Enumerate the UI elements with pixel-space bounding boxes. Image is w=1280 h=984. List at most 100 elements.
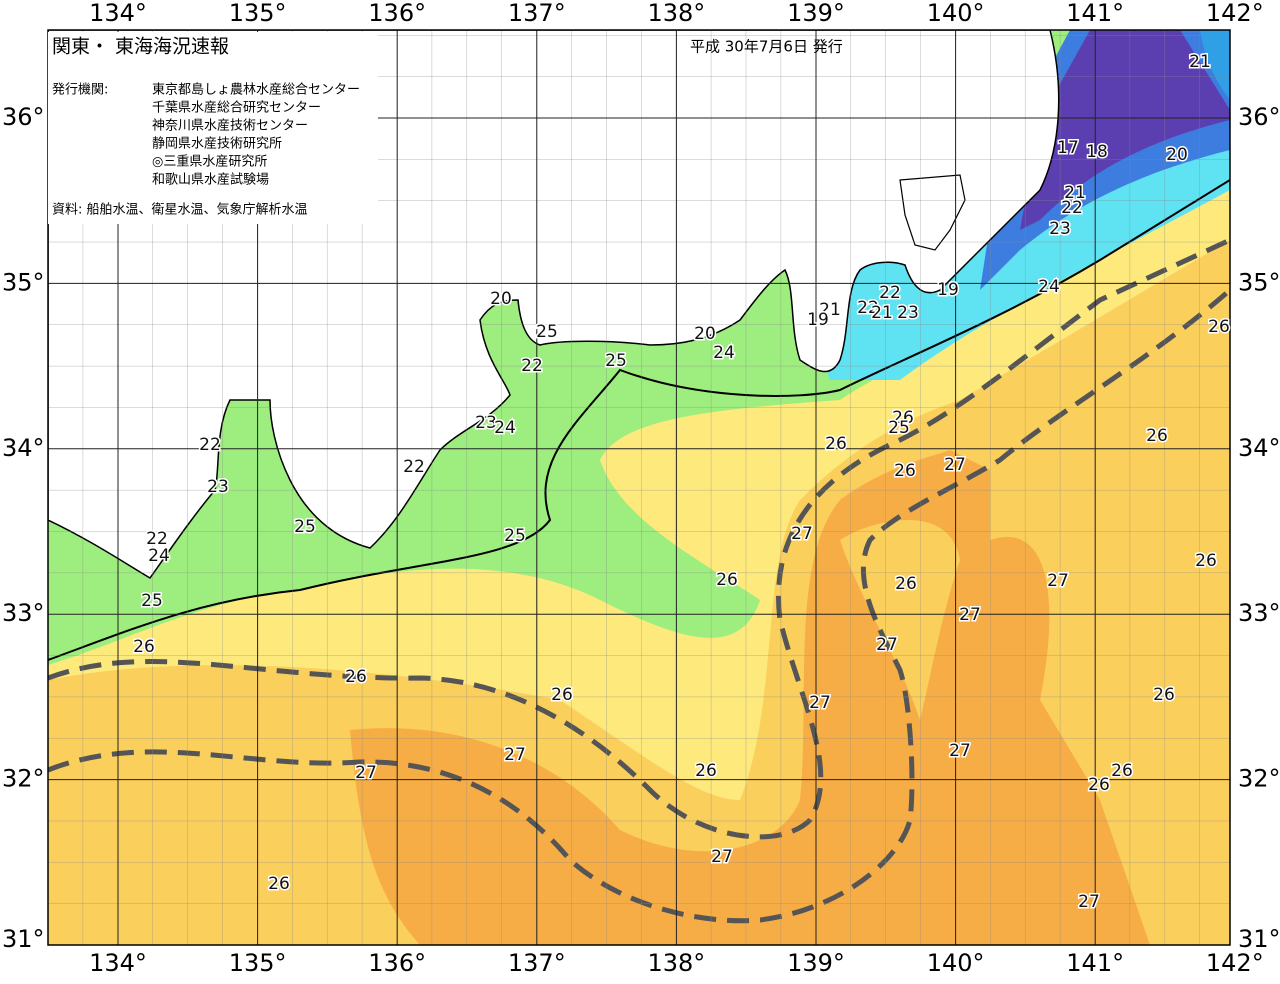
boso-peninsula [899,174,966,251]
lon-tick-label: 139° [787,0,845,27]
contour-label: 24 [1038,277,1060,297]
contour-label: 22 [146,529,168,549]
contour-label: 26 [1146,426,1168,446]
contour-label: 22 [1061,198,1083,218]
lon-tick-label: 140° [927,0,985,27]
header-panel [48,32,378,224]
contour-label: 21 [819,300,841,320]
lon-tick-label: 136° [368,949,426,977]
issue-date: 平成 30年7月6日 発行 [690,38,843,56]
contour-label: 27 [876,635,898,655]
contour-label: 27 [355,763,377,783]
contour-label: 23 [1049,219,1071,239]
lat-tick-label: 35° [1238,268,1280,296]
lat-tick-label: 34° [1238,434,1280,462]
map-frame [47,29,1231,946]
contour-label: 27 [1078,892,1100,912]
contour-label: 27 [809,693,831,713]
contour-label: 26 [695,761,717,781]
lon-tick-label: 141° [1066,0,1124,27]
data-source: 資料: 船舶水温、衛星水温、気象庁解析水温 [52,202,308,218]
contour-label: 23 [897,303,919,323]
contour-label: 20 [1166,145,1188,165]
issuer: 静岡県水産技術研究所 [152,136,282,152]
lon-tick-label: 138° [647,0,705,27]
contour-label: 26 [133,637,155,657]
contour-label: 23 [207,477,229,497]
contour-label: 26 [894,461,916,481]
lon-tick-label: 134° [89,0,147,27]
lon-tick-label: 141° [1066,949,1124,977]
contour-label: 26 [895,574,917,594]
contour-label: 22 [199,435,221,455]
contour-label: 18 [1086,142,1108,162]
zone-20-21 [1200,30,1230,100]
lon-tick-label: 139° [787,949,845,977]
contour-label: 22 [857,298,879,318]
contour-label: 26 [551,685,573,705]
lon-tick-label: 137° [508,0,566,27]
kuroshio-outer-edge [48,288,1230,924]
issuer: 和歌山県水産試験場 [152,172,269,188]
contour-label: 27 [711,847,733,867]
lon-tick-label: 135° [229,0,287,27]
contour-label: 27 [959,605,981,625]
issuer: ◎三重県水産研究所 [152,154,267,170]
contour-label: 27 [504,745,526,765]
contour-label: 24 [148,546,170,566]
contour-label: 22 [403,457,425,477]
lat-tick-label: 36° [1238,103,1280,131]
contour-label: 22 [521,356,543,376]
issuer: 東京都島しょ農林水産総合センター [152,82,360,98]
contour-label: 26 [716,570,738,590]
contour-label: 25 [141,591,163,611]
contour-label: 21 [871,303,893,323]
contour-label: 27 [944,455,966,475]
contour-label: 19 [937,280,959,300]
contour-label: 25 [536,322,558,342]
lon-tick-label: 140° [927,949,985,977]
grid [48,30,1230,945]
contour-label: 24 [713,343,735,363]
contour-label: 25 [504,526,526,546]
issuer: 千葉県水産総合研究センター [152,100,321,116]
contour-label: 27 [1047,571,1069,591]
contour-label: 23 [475,413,497,433]
contour-label: 22 [879,283,901,303]
lat-tick-label: 33° [2,599,45,627]
lon-tick-label: 135° [229,949,287,977]
contour-label: 26 [1208,317,1230,337]
contour-label: 20 [694,324,716,344]
lat-tick-label: 35° [2,268,45,296]
contour-label: 26 [345,667,367,687]
contour-label: 27 [791,524,813,544]
contour-label: 17 [1057,138,1079,158]
lon-tick-label: 138° [647,949,705,977]
contour-label: 26 [1088,775,1110,795]
lat-tick-label: 31° [1238,925,1280,953]
lon-tick-label: 142° [1206,949,1264,977]
lat-tick-label: 34° [2,434,45,462]
contour-label: 25 [294,517,316,537]
contour-label: 26 [1111,761,1133,781]
contour-label: 21 [1189,52,1211,72]
contour-label: 25 [605,351,627,371]
contour-label: 20 [490,289,512,309]
lat-tick-label: 32° [1238,765,1280,793]
contour-label: 24 [494,418,516,438]
lon-tick-label: 134° [89,949,147,977]
lat-tick-label: 32° [2,765,45,793]
contour-label: 26 [1195,551,1217,571]
contour-label: 21 [1064,183,1086,203]
contour-label: 25 [888,418,910,438]
contour-label: 26 [1153,685,1175,705]
issuers-label: 発行機関: [52,83,108,98]
contour-label: 26 [825,434,847,454]
zone-26-27 [840,520,960,720]
contour-label: 19 [807,310,829,330]
lon-tick-label: 136° [368,0,426,27]
lat-tick-label: 31° [2,925,45,953]
contour-label: 26 [268,874,290,894]
zone-under-20 [1020,30,1230,230]
